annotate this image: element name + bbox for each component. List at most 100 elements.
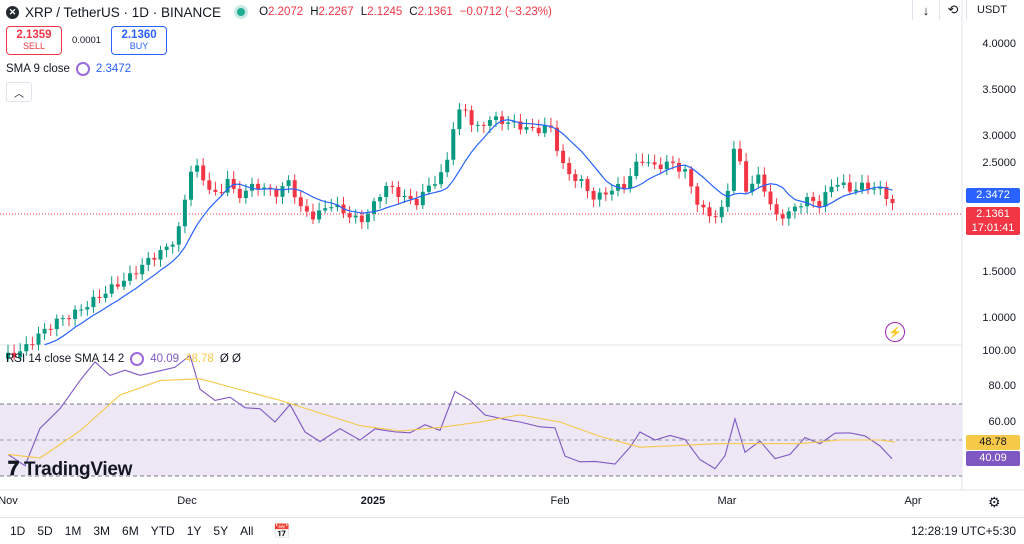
sma-label: SMA 9 close bbox=[6, 63, 70, 75]
candle-body bbox=[494, 116, 498, 120]
sell-button[interactable]: 2.1359 SELL bbox=[6, 26, 62, 55]
candle-body bbox=[701, 204, 706, 208]
rsi-legend[interactable]: RSI 14 close SMA 14 2 40.09 48.78 Ø Ø bbox=[6, 352, 241, 366]
candle-body bbox=[6, 352, 10, 359]
xrp-logo-icon: ✕ bbox=[6, 5, 19, 19]
candle-body bbox=[250, 183, 254, 191]
candle-body bbox=[115, 284, 120, 287]
trade-panel: 2.1359 SELL 0.0001 2.1360 BUY bbox=[6, 26, 168, 55]
candle-body bbox=[256, 183, 261, 189]
time-axis-label: 2025 bbox=[360, 495, 386, 507]
candle-body bbox=[457, 109, 462, 130]
price-axis-label: 1.0000 bbox=[982, 312, 1016, 324]
candle-body bbox=[805, 197, 810, 207]
candle-body bbox=[487, 119, 492, 126]
rsi-axis-label: 80.00 bbox=[988, 380, 1016, 392]
candle-body bbox=[719, 206, 724, 218]
candle-body bbox=[817, 201, 822, 207]
candle-body bbox=[591, 190, 596, 200]
range-ytd[interactable]: YTD bbox=[150, 524, 175, 538]
rsi-band bbox=[0, 404, 962, 476]
price-axis-label: 1.5000 bbox=[982, 266, 1016, 278]
currency-selector[interactable]: USDT bbox=[966, 0, 1017, 20]
chevron-up-icon: ︿ bbox=[14, 88, 24, 100]
candle-body bbox=[585, 179, 590, 191]
range-3m[interactable]: 3M bbox=[93, 524, 111, 538]
buy-button[interactable]: 2.1360 BUY bbox=[111, 26, 168, 55]
candle-body bbox=[54, 318, 59, 330]
candle-body bbox=[506, 122, 511, 124]
candle-body bbox=[317, 210, 322, 220]
sma-legend[interactable]: SMA 9 close 2.3472 bbox=[6, 62, 131, 76]
candle-body bbox=[408, 195, 413, 199]
candle-body bbox=[738, 148, 742, 162]
candle-body bbox=[750, 183, 755, 192]
candle-body bbox=[60, 318, 65, 320]
candle-body bbox=[567, 163, 572, 175]
range-5y[interactable]: 5Y bbox=[213, 524, 229, 538]
candle-body bbox=[811, 197, 816, 202]
candle-body bbox=[786, 211, 791, 219]
candle-body bbox=[36, 333, 41, 345]
time-axis-label: Apr bbox=[904, 495, 922, 507]
candle-body bbox=[262, 187, 267, 189]
rsi-extra: Ø Ø bbox=[219, 353, 241, 365]
candle-body bbox=[18, 351, 23, 358]
spread-value: 0.0001 bbox=[72, 35, 102, 46]
candle-body bbox=[561, 150, 566, 164]
range-1m[interactable]: 1M bbox=[64, 524, 82, 538]
candle-body bbox=[384, 185, 389, 198]
candle-body bbox=[237, 188, 242, 199]
candle-body bbox=[683, 169, 688, 172]
range-1d[interactable]: 1D bbox=[10, 524, 26, 538]
bar-countdown: 17:01:41 bbox=[971, 222, 1015, 234]
refresh-icon[interactable]: ⟲ bbox=[939, 0, 966, 20]
range-6m[interactable]: 6M bbox=[122, 524, 139, 538]
candle-body bbox=[121, 280, 126, 287]
utc-clock[interactable]: 12:28:19 UTC+5:30 bbox=[910, 524, 1016, 538]
candle-body bbox=[378, 197, 383, 202]
candle-body bbox=[243, 190, 248, 199]
calendar-icon[interactable]: 📅 bbox=[273, 522, 291, 539]
flash-icon[interactable]: ⚡ bbox=[885, 322, 905, 342]
candle-body bbox=[731, 148, 736, 191]
indicator-settings-icon[interactable] bbox=[75, 62, 90, 76]
candle-body bbox=[182, 199, 187, 227]
candle-body bbox=[774, 204, 779, 215]
rsi-value: 40.09 bbox=[150, 353, 180, 365]
gear-icon[interactable]: ⚙ bbox=[988, 494, 1001, 510]
rsi-settings-icon[interactable] bbox=[130, 352, 145, 366]
download-icon[interactable]: ↓ bbox=[912, 0, 939, 20]
sma-value: 2.3472 bbox=[95, 63, 132, 75]
collapse-legend-button[interactable]: ︿ bbox=[6, 82, 32, 102]
chart-canvas[interactable] bbox=[0, 0, 1024, 517]
candle-body bbox=[42, 328, 47, 334]
candle-body bbox=[829, 186, 834, 193]
candle-body bbox=[433, 184, 437, 186]
candle-body bbox=[140, 264, 145, 275]
range-5d[interactable]: 5D bbox=[37, 524, 53, 538]
candle-body bbox=[91, 296, 96, 308]
candle-body bbox=[573, 174, 578, 181]
candle-body bbox=[707, 207, 712, 217]
candle-body bbox=[219, 191, 224, 193]
candle-body bbox=[304, 206, 309, 212]
rsi-axis-label: 60.00 bbox=[988, 416, 1016, 428]
range-1y[interactable]: 1Y bbox=[186, 524, 202, 538]
candle-body bbox=[286, 180, 291, 187]
candle-body bbox=[762, 174, 767, 192]
rsi-sma-tag: 48.78 bbox=[966, 435, 1020, 450]
candle-body bbox=[67, 318, 71, 320]
sma-line bbox=[44, 119, 893, 346]
candle-body bbox=[555, 127, 559, 151]
symbol-title[interactable]: XRP / TetherUS · 1D · BINANCE bbox=[25, 4, 222, 20]
range-all[interactable]: All bbox=[240, 524, 254, 538]
candle-body bbox=[756, 174, 761, 184]
candle-body bbox=[146, 257, 151, 265]
candle-body bbox=[365, 213, 370, 223]
candle-body bbox=[85, 307, 90, 310]
candle-body bbox=[853, 189, 858, 192]
tradingview-logo: 𝟕 TradingView bbox=[8, 458, 133, 480]
candle-body bbox=[109, 284, 114, 294]
symbol-header: ✕ XRP / TetherUS · 1D · BINANCE O2.2072 … bbox=[6, 2, 552, 22]
